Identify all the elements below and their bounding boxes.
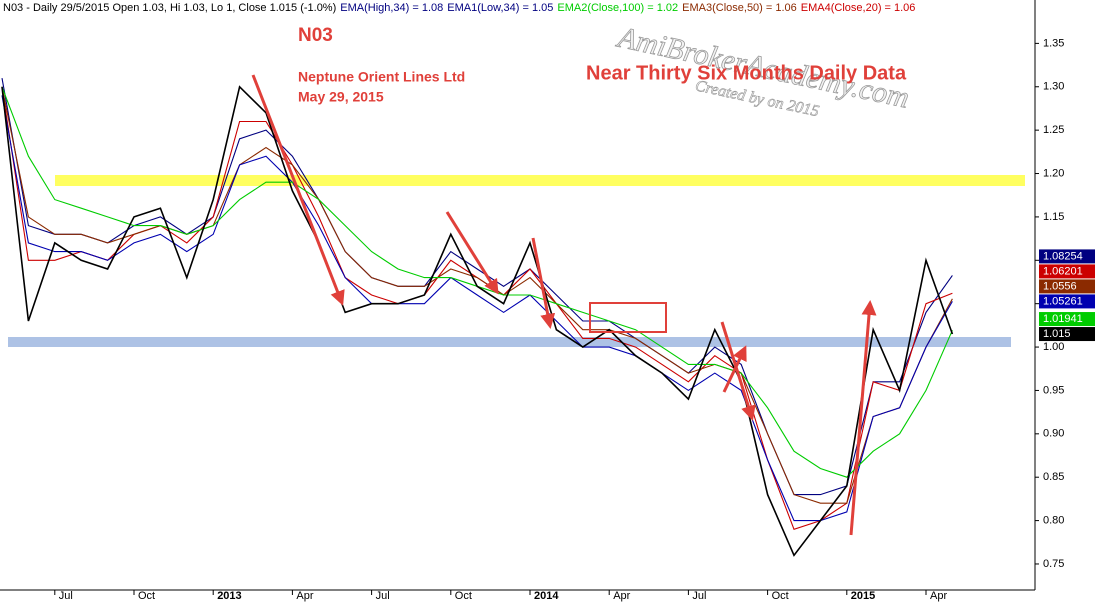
last-value-label: 1.06201 bbox=[1043, 265, 1083, 277]
trend-arrow bbox=[251, 74, 345, 306]
y-tick-label: 0.80 bbox=[1043, 514, 1064, 526]
x-tick-label: 2015 bbox=[851, 590, 875, 602]
last-value-box bbox=[1039, 264, 1095, 279]
header-item: EMA4(Close,20) = 1.06 bbox=[801, 2, 916, 14]
last-value-box bbox=[1039, 312, 1095, 327]
highlight-box bbox=[589, 302, 667, 333]
x-tick-label: Oct bbox=[772, 590, 789, 602]
y-tick-label: 1.35 bbox=[1043, 37, 1064, 49]
last-value-label: 1.0556 bbox=[1043, 280, 1077, 292]
x-tick-label: Apr bbox=[613, 590, 630, 602]
y-tick-label: 1.20 bbox=[1043, 167, 1064, 179]
y-tick-label: 1.30 bbox=[1043, 81, 1064, 93]
y-tick-label: 0.85 bbox=[1043, 471, 1064, 483]
last-value-box bbox=[1039, 249, 1095, 264]
x-tick-label: 2013 bbox=[217, 590, 241, 602]
header-prefix: N03 - Daily 29/5/2015 Open 1.03, Hi 1.03… bbox=[3, 2, 336, 14]
chart-title: N03 bbox=[298, 25, 333, 46]
x-tick-label: Jul bbox=[692, 590, 706, 602]
x-tick-label: Apr bbox=[930, 590, 947, 602]
date-note: May 29, 2015 bbox=[298, 89, 384, 105]
y-tick-label: 0.75 bbox=[1043, 558, 1064, 570]
header-item: EMA2(Close,100) = 1.02 bbox=[557, 2, 678, 14]
last-value-label: 1.05261 bbox=[1043, 295, 1083, 307]
last-value-label: 1.015 bbox=[1043, 328, 1071, 340]
resistance-band bbox=[55, 175, 1025, 186]
header-item: EMA3(Close,50) = 1.06 bbox=[682, 2, 797, 14]
plot-area bbox=[1, 78, 954, 557]
support-band bbox=[8, 337, 1011, 347]
trend-arrow bbox=[849, 300, 877, 536]
trend-arrows bbox=[251, 74, 877, 536]
x-tick-label: 2014 bbox=[534, 590, 559, 602]
last-value-label: 1.01941 bbox=[1043, 313, 1083, 325]
trend-arrow bbox=[445, 211, 499, 295]
y-tick-label: 1.00 bbox=[1043, 341, 1064, 353]
x-tick-label: Jul bbox=[376, 590, 390, 602]
header-item: EMA1(Low,34) = 1.05 bbox=[447, 2, 553, 14]
last-value-label: 1.08254 bbox=[1043, 250, 1083, 262]
x-tick-label: Oct bbox=[455, 590, 472, 602]
series-line bbox=[1, 85, 954, 557]
x-tick-label: Jul bbox=[59, 590, 73, 602]
annotation: Near Thirty Six Months Daily Data bbox=[586, 62, 907, 84]
y-tick-label: 1.25 bbox=[1043, 124, 1064, 136]
series-line bbox=[1, 95, 953, 522]
y-tick-label: 0.95 bbox=[1043, 384, 1064, 396]
chart-subtitle: Neptune Orient Lines Ltd bbox=[298, 69, 465, 85]
x-tick-label: Oct bbox=[138, 590, 155, 602]
header: N03 - Daily 29/5/2015 Open 1.03, Hi 1.03… bbox=[3, 2, 915, 14]
trend-arrow bbox=[720, 321, 756, 421]
last-value-box bbox=[1039, 294, 1095, 309]
trend-arrow bbox=[531, 237, 556, 329]
header-item: EMA(High,34) = 1.08 bbox=[340, 2, 443, 14]
last-value-box bbox=[1039, 279, 1095, 294]
x-tick-label: Apr bbox=[296, 590, 313, 602]
last-value-box bbox=[1039, 327, 1095, 342]
y-tick-label: 0.90 bbox=[1043, 428, 1064, 440]
trend-arrow bbox=[722, 345, 747, 393]
y-tick-label: 1.15 bbox=[1043, 211, 1064, 223]
